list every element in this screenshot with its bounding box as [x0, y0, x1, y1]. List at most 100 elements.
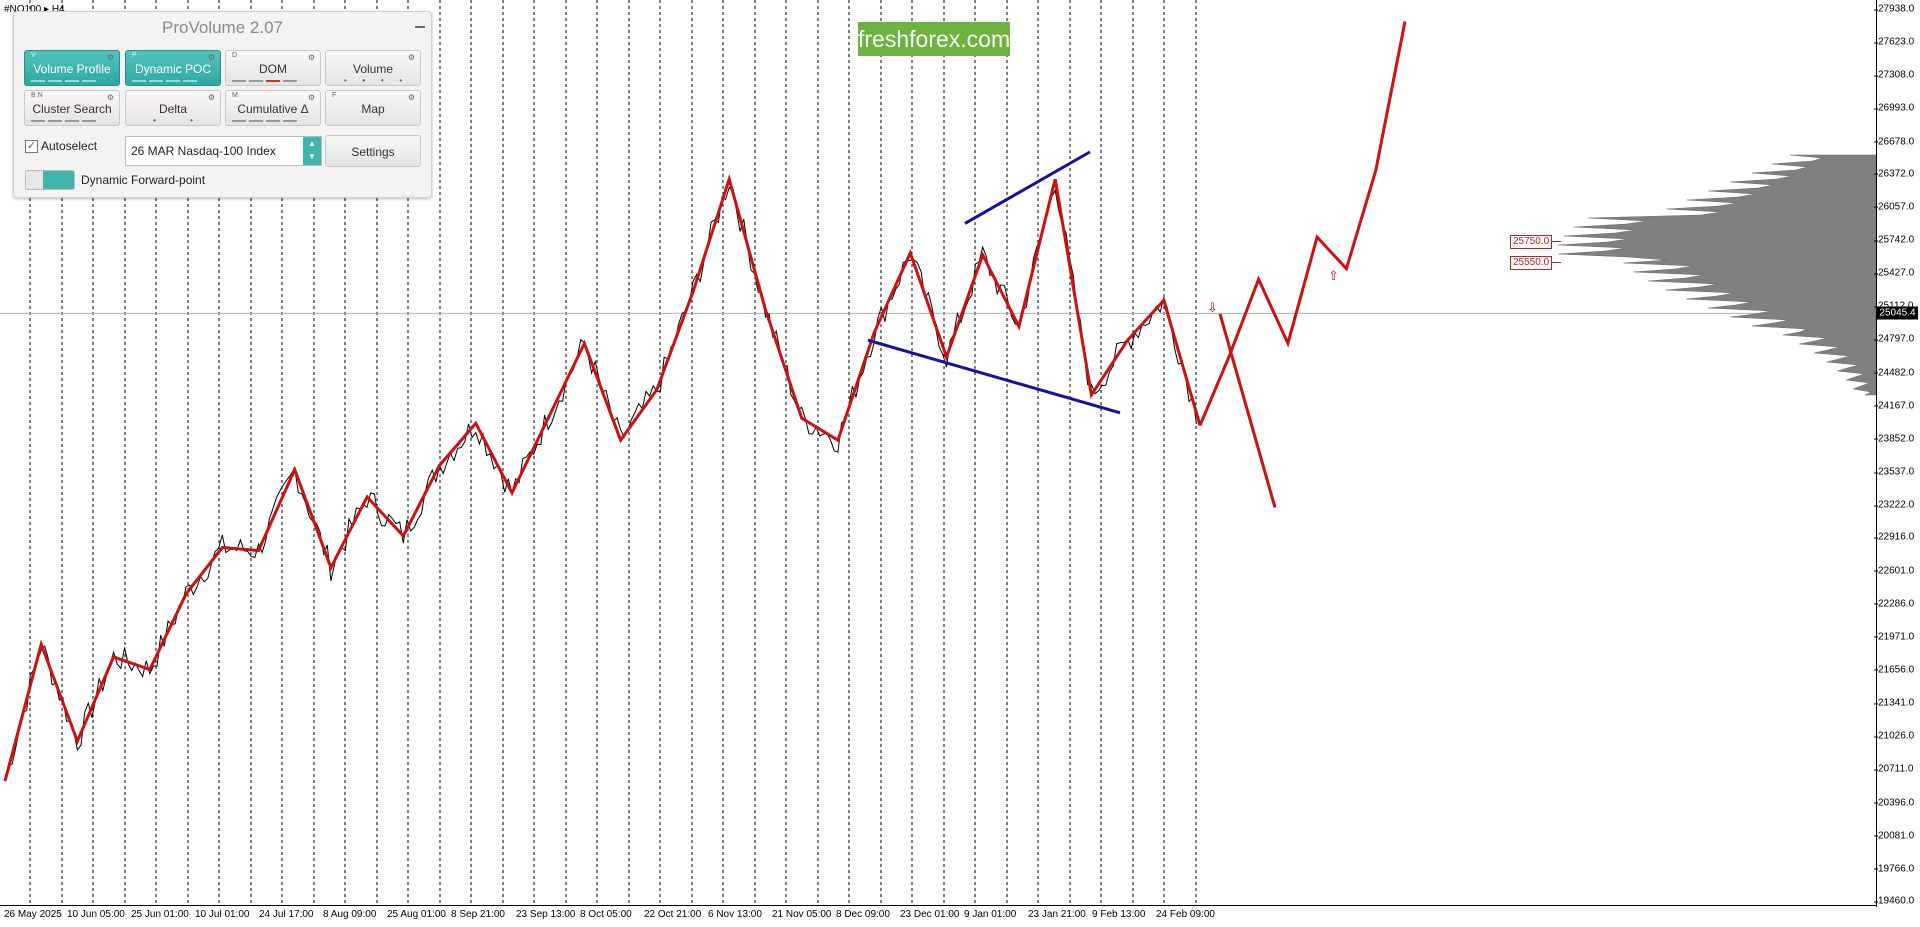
forward-point-toggle[interactable]	[25, 170, 75, 190]
tile-label: Volume Profile	[33, 62, 111, 76]
tile-indicator	[132, 80, 214, 82]
projection-down-line	[1218, 313, 1277, 508]
settings-label: Settings	[351, 145, 395, 159]
time-tick-label: 8 Oct 05:00	[580, 909, 632, 920]
hotkey-label: V	[31, 52, 36, 59]
price-tick-label: 21026.0	[1873, 730, 1915, 742]
price-tick-label: 19460.0	[1873, 895, 1915, 907]
time-tick-label: 8 Dec 09:00	[836, 909, 890, 920]
gear-icon[interactable]: ⚙	[407, 93, 415, 102]
freshforex-logo: freshforex.com	[858, 22, 1010, 56]
cluster-search-button[interactable]: B N ⚙ Cluster Search	[24, 90, 120, 126]
volume-button[interactable]: ⚙ Volume • • • •	[325, 50, 421, 86]
time-tick-label: 9 Jan 01:00	[964, 909, 1017, 920]
tile-label: Cumulative Δ	[237, 102, 309, 116]
cumulative-delta-button[interactable]: M ⚙ Cumulative Δ	[225, 90, 321, 126]
price-tick-label: 24797.0	[1873, 333, 1915, 345]
gear-icon[interactable]: ⚙	[407, 53, 415, 62]
price-tick-label: 23852.0	[1873, 433, 1915, 445]
price-tick-label: 27623.0	[1873, 36, 1915, 48]
panel-title: ProVolume 2.07	[162, 18, 283, 37]
down-arrow-icon: ⇩	[1207, 301, 1218, 316]
tile-indicator	[31, 80, 113, 82]
time-tick-label: 22 Oct 21:00	[644, 909, 702, 920]
tile-label: Dynamic POC	[134, 62, 211, 76]
lower-trend-line	[867, 338, 1121, 415]
price-tick-label: 21341.0	[1873, 697, 1915, 709]
tile-indicator	[232, 120, 314, 122]
price-tick-label: 26993.0	[1873, 102, 1915, 114]
delta-button[interactable]: ⚙ Delta • •	[125, 90, 221, 126]
time-tick-label: 24 Jul 17:00	[259, 909, 314, 920]
time-tick-label: 8 Sep 21:00	[451, 909, 505, 920]
time-tick-label: 9 Feb 13:00	[1092, 909, 1146, 920]
time-tick-label: 8 Aug 09:00	[323, 909, 377, 920]
tile-indicator: • •	[153, 116, 193, 125]
time-tick-label: 10 Jul 01:00	[195, 909, 250, 920]
price-tick-label: 21971.0	[1873, 631, 1915, 643]
symbol-label: #NQ100 ▸ H4	[4, 4, 65, 15]
time-tick-label: 10 Jun 05:00	[67, 909, 125, 920]
price-tick-label: 25112.0	[1873, 301, 1913, 312]
gear-icon[interactable]: ⚙	[307, 53, 315, 62]
tile-label: DOM	[259, 62, 287, 76]
minimize-icon[interactable]	[415, 26, 425, 28]
time-tick-label: 24 Feb 09:00	[1156, 909, 1215, 920]
price-tick-label: 27308.0	[1873, 69, 1915, 81]
current-price-label: 25045.4	[1877, 306, 1918, 320]
price-tick-label: 26372.0	[1873, 168, 1915, 180]
price-tick-label: 23222.0	[1873, 499, 1915, 511]
zigzag-line	[3, 173, 1202, 782]
time-tick-label: 23 Dec 01:00	[900, 909, 960, 920]
target-level-label[interactable]: 25750.0	[1510, 235, 1562, 249]
price-tick-label: 26678.0	[1873, 136, 1915, 148]
instrument-select[interactable]: 26 MAR Nasdaq-100 Index ▲ ▼	[125, 136, 322, 166]
hotkey-label: F	[332, 92, 337, 99]
gear-icon[interactable]: ⚙	[207, 53, 215, 62]
settings-button[interactable]: Settings	[325, 135, 421, 167]
price-tick-label: 27938.0	[1873, 3, 1915, 15]
gear-icon[interactable]: ⚙	[106, 93, 114, 102]
price-tick-label: 25427.0	[1873, 267, 1915, 279]
hotkey-label: B N	[31, 92, 43, 99]
forward-point-label: Dynamic Forward-point	[81, 173, 206, 187]
price-tick-label: 23537.0	[1873, 466, 1915, 478]
time-tick-label: 21 Nov 05:00	[772, 909, 832, 920]
spinner-icon[interactable]: ▲ ▼	[303, 137, 321, 165]
price-tick-label: 21656.0	[1873, 664, 1915, 676]
gear-icon[interactable]: ⚙	[106, 53, 114, 62]
up-arrow-icon: ⇧	[1328, 269, 1339, 284]
autoselect-label: Autoselect	[41, 139, 98, 153]
upper-trend-line	[964, 150, 1091, 225]
price-tick-label: 22916.0	[1873, 531, 1915, 543]
price-tick-label: 22286.0	[1873, 598, 1915, 610]
dom-button[interactable]: D ⚙ DOM	[225, 50, 321, 86]
time-tick-label: 26 May 2025	[4, 909, 62, 920]
target-level-label[interactable]: 25550.0	[1510, 256, 1562, 270]
price-tick-label: 24167.0	[1873, 400, 1915, 412]
map-button[interactable]: F ⚙ Map	[325, 90, 421, 126]
tile-indicator: • • • •	[343, 76, 403, 85]
price-tick-label: 20081.0	[1873, 830, 1915, 842]
autoselect-checkbox[interactable]: ✓	[25, 140, 38, 153]
time-tick-label: 23 Jan 21:00	[1028, 909, 1086, 920]
provolume-panel[interactable]: ProVolume 2.07 V ⚙ Volume Profile P ⚙ Dy…	[13, 11, 432, 198]
hotkey-label: D	[232, 52, 238, 59]
price-tick-label: 20711.0	[1873, 763, 1914, 775]
price-tick-label: 26057.0	[1873, 201, 1915, 213]
gear-icon[interactable]: ⚙	[307, 93, 315, 102]
tile-label: Volume	[352, 62, 394, 76]
tile-label: Delta	[158, 102, 187, 116]
projection-up-line	[1198, 21, 1407, 426]
time-tick-label: 6 Nov 13:00	[708, 909, 762, 920]
tile-label: Map	[361, 102, 385, 116]
price-tick-label: 22601.0	[1873, 565, 1915, 577]
volume-profile-button[interactable]: V ⚙ Volume Profile	[24, 50, 120, 86]
time-axis-line	[0, 905, 1876, 906]
tile-indicator	[31, 120, 113, 122]
price-tick-label: 20396.0	[1873, 797, 1915, 809]
dynamic-poc-button[interactable]: P ⚙ Dynamic POC	[125, 50, 221, 86]
gear-icon[interactable]: ⚙	[207, 93, 215, 102]
